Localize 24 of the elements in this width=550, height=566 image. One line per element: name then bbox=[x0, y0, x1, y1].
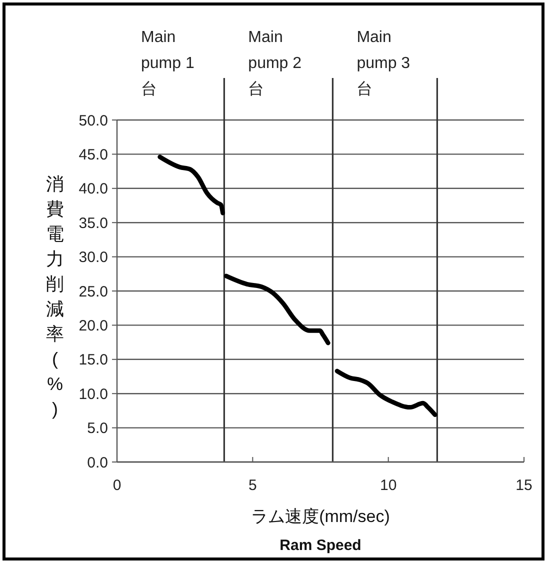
y-tick-label: 5.0 bbox=[87, 420, 108, 438]
x-axis-title: ラム速度(mm/sec) bbox=[251, 507, 390, 526]
y-tick-label: 50.0 bbox=[78, 112, 108, 130]
y-tick-label: 35.0 bbox=[78, 214, 108, 232]
y-tick-label: 15.0 bbox=[78, 352, 108, 369]
ref-line-label: Main pump 3 台 bbox=[356, 29, 410, 98]
y-tick-label: 25.0 bbox=[78, 283, 108, 300]
line-series bbox=[334, 368, 438, 418]
text: Ram Speed bbox=[280, 537, 362, 554]
x-tick-label: 10 bbox=[380, 477, 397, 494]
line-series bbox=[224, 274, 330, 346]
x-tick-label: 15 bbox=[516, 477, 532, 494]
y-tick-label: 10.0 bbox=[78, 386, 108, 403]
ref-line-label: Main pump 1 台 bbox=[141, 29, 194, 98]
x-tick-label: 0 bbox=[112, 477, 122, 494]
ref-line-label: Main pump 2 台 bbox=[248, 29, 302, 98]
y-tick-label: 30.0 bbox=[78, 249, 108, 266]
y-tick-label: 0.0 bbox=[87, 454, 108, 472]
line-series bbox=[158, 154, 226, 216]
x-tick-label: 5 bbox=[248, 477, 257, 494]
y-tick-label: 45.0 bbox=[78, 146, 108, 164]
y-tick-label: 20.0 bbox=[78, 317, 108, 334]
text: 消費電力削減率(%) bbox=[46, 174, 64, 419]
y-tick-label: 40.0 bbox=[78, 180, 108, 198]
